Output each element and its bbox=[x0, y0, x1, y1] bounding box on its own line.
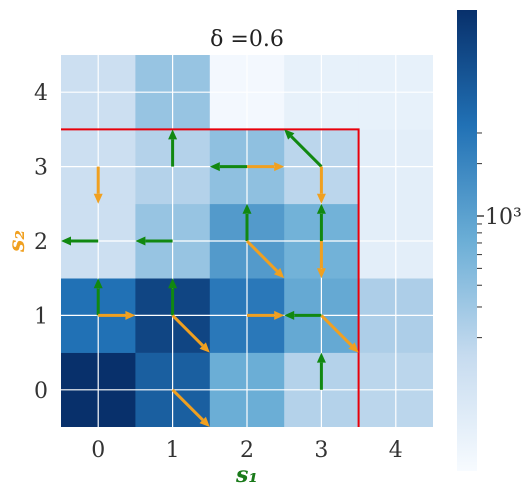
policy-arrow bbox=[168, 129, 178, 167]
policy-arrow bbox=[242, 203, 252, 241]
policy-arrow bbox=[93, 278, 103, 316]
policy-arrow bbox=[247, 310, 285, 320]
y-tick-label: 2 bbox=[34, 230, 48, 255]
policy-arrow bbox=[284, 129, 323, 168]
y-tick-label: 1 bbox=[34, 304, 48, 329]
boundary-box bbox=[61, 128, 360, 427]
x-tick-label: 0 bbox=[91, 438, 105, 463]
policy-arrow bbox=[171, 388, 210, 427]
colorbar-gradient bbox=[457, 10, 477, 471]
y-tick-labels: 0 1 2 3 4 bbox=[34, 81, 48, 404]
policy-arrow bbox=[168, 278, 178, 316]
y-tick-label: 0 bbox=[34, 379, 48, 404]
policy-arrow bbox=[316, 241, 326, 279]
colorbar-tick-label: 10³ bbox=[485, 205, 522, 230]
policy-arrow bbox=[316, 203, 326, 241]
x-tick-label: 3 bbox=[314, 438, 328, 463]
y-tick-label: 3 bbox=[34, 156, 48, 181]
colorbar: 10³ bbox=[457, 10, 522, 471]
y-axis-label: s₂ bbox=[4, 230, 30, 253]
chart-title: δ =0.6 bbox=[210, 27, 284, 52]
colorbar-ticks bbox=[477, 132, 484, 339]
boundary-line bbox=[61, 128, 360, 427]
x-tick-label: 4 bbox=[389, 438, 403, 463]
y-tick-label: 4 bbox=[34, 81, 48, 106]
policy-arrow bbox=[320, 314, 359, 353]
x-tick-labels: 0 1 2 3 4 bbox=[91, 438, 403, 463]
x-axis-label: s₁ bbox=[235, 462, 258, 488]
policy-arrow bbox=[209, 162, 247, 172]
x-tick-label: 2 bbox=[240, 438, 254, 463]
policy-arrow bbox=[98, 310, 136, 320]
plot-area bbox=[61, 55, 433, 427]
policy-arrow bbox=[245, 239, 285, 279]
policy-arrow bbox=[93, 166, 103, 204]
policy-arrow bbox=[61, 236, 99, 246]
policy-arrow bbox=[135, 236, 173, 246]
policy-arrow bbox=[171, 314, 210, 353]
policy-arrow bbox=[316, 352, 326, 390]
policy-arrows bbox=[61, 129, 359, 427]
policy-arrow bbox=[284, 310, 322, 320]
x-tick-label: 1 bbox=[166, 438, 180, 463]
policy-arrow bbox=[316, 166, 326, 204]
policy-arrow bbox=[247, 162, 285, 172]
